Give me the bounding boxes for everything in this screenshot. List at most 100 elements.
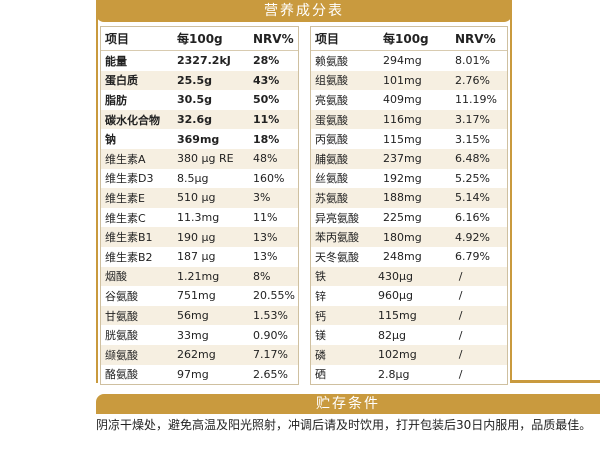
nutrient-nrv: 8.01% (455, 54, 490, 68)
nutrient-nrv: 13% (253, 250, 278, 264)
table-header: 项目 每100g NRV% (101, 27, 298, 51)
nutrient-amount: 2327.2kJ (177, 54, 231, 68)
nutrient-name: 维生素C (105, 211, 146, 225)
table-title: 营养成分表 (96, 0, 512, 22)
table-row: 组氨酸 101mg 2.76% (311, 70, 507, 91)
nutrient-nrv: 5.14% (455, 191, 490, 205)
header-per100g: 每100g (383, 32, 429, 46)
nutrient-name: 异亮氨酸 (315, 211, 359, 225)
nutrient-nrv: / (458, 348, 463, 362)
nutrient-name: 赖氨酸 (315, 54, 348, 68)
table-row: 蛋氨酸 116mg 3.17% (311, 109, 507, 130)
table-row: 铁 430μg / (311, 266, 507, 287)
nutrient-amount: 25.5g (177, 73, 213, 87)
frame-right-border (510, 0, 512, 383)
table-row: 钠 369mg 18% (101, 129, 298, 149)
nutrient-nrv: 43% (253, 73, 280, 87)
table-row: 镁 82μg / (311, 325, 507, 345)
nutrient-nrv: 1.53% (253, 309, 288, 323)
nutrient-name: 苯丙氨酸 (315, 231, 359, 245)
nutrient-nrv: 160% (253, 171, 285, 185)
table-row: 异亮氨酸 225mg 6.16% (311, 208, 507, 228)
nutrient-nrv: 6.16% (455, 211, 490, 225)
nutrient-nrv: 28% (253, 54, 280, 68)
nutrient-nrv: 50% (253, 93, 280, 107)
table-row: 烟酸 1.21mg 8% (101, 266, 298, 287)
nutrient-name: 蛋白质 (105, 74, 138, 88)
right-nutrition-table: 项目 每100g NRV% 赖氨酸 294mg 8.01% 组氨酸 101mg 2.76%… (310, 26, 508, 386)
frame-left-border (96, 0, 98, 383)
nutrient-name: 丝氨酸 (315, 172, 348, 186)
nutrient-nrv: 7.17% (253, 348, 288, 362)
nutrient-amount: 115mg (378, 309, 417, 323)
nutrient-name: 能量 (105, 54, 127, 68)
nutrient-name: 锌 (315, 289, 326, 303)
nutrient-name: 亮氨酸 (315, 93, 348, 107)
nutrient-nrv: 48% (253, 152, 278, 166)
nutrient-amount: 192mg (383, 171, 422, 185)
nutrient-name: 胱氨酸 (105, 329, 138, 343)
nutrient-amount: 225mg (383, 211, 422, 225)
nutrient-nrv: 11.19% (455, 93, 497, 107)
nutrient-amount: 102mg (378, 348, 417, 362)
table-row: 胱氨酸 33mg 0.90% (101, 325, 298, 345)
nutrient-name: 钠 (105, 133, 116, 147)
nutrient-name: 甘氨酸 (105, 309, 138, 323)
nutrient-name: 脂肪 (105, 93, 127, 107)
nutrient-nrv: / (458, 289, 463, 303)
nutrient-name: 丙氨酸 (315, 133, 348, 147)
nutrient-name: 脯氨酸 (315, 152, 348, 166)
nutrient-amount: 510 μg (177, 191, 216, 205)
header-per100g: 每100g (177, 32, 223, 46)
nutrient-amount: 262mg (177, 348, 216, 362)
table-row: 苯丙氨酸 180mg 4.92% (311, 227, 507, 247)
nutrient-name: 硒 (315, 368, 326, 382)
table-row: 天冬氨酸 248mg 6.79% (311, 247, 507, 267)
nutrient-name: 碳水化合物 (105, 113, 160, 127)
nutrient-nrv: 20.55% (253, 289, 295, 303)
nutrient-amount: 32.6g (177, 113, 213, 127)
table-row: 脂肪 30.5g 50% (101, 90, 298, 110)
nutrient-name: 钙 (315, 309, 326, 323)
table-row: 维生素C 11.3mg 11% (101, 208, 298, 228)
nutrient-amount: 369mg (177, 132, 220, 146)
header-item: 项目 (315, 32, 340, 46)
nutrient-amount: 248mg (383, 250, 422, 264)
nutrient-nrv: 2.76% (455, 73, 490, 87)
nutrient-nrv: 8% (253, 269, 271, 283)
nutrient-amount: 30.5g (177, 93, 213, 107)
table-row: 磷 102mg / (311, 344, 507, 365)
nutrient-name: 缬氨酸 (105, 348, 138, 362)
nutrient-amount: 56mg (177, 309, 209, 323)
nutrient-amount: 294mg (383, 54, 422, 68)
nutrient-nrv: / (458, 367, 463, 381)
header-item: 项目 (105, 32, 130, 46)
nutrient-amount: 380 μg RE (177, 152, 234, 166)
nutrient-name: 苏氨酸 (315, 191, 348, 205)
nutrient-name: 维生素B1 (105, 231, 153, 245)
nutrient-amount: 430μg (378, 269, 414, 283)
table-row: 酪氨酸 97mg 2.65% (101, 365, 298, 385)
nutrient-name: 酪氨酸 (105, 368, 138, 382)
table-row: 维生素D3 8.5μg 160% (101, 169, 298, 189)
nutrient-amount: 8.5μg (177, 171, 209, 185)
table-row: 维生素A 380 μg RE 48% (101, 148, 298, 169)
table-row: 丙氨酸 115mg 3.15% (311, 129, 507, 149)
nutrient-name: 维生素D3 (105, 172, 154, 186)
nutrient-amount: 97mg (177, 367, 209, 381)
table-row: 甘氨酸 56mg 1.53% (101, 305, 298, 326)
nutrient-nrv: 3% (253, 191, 271, 205)
table-row: 谷氨酸 751mg 20.55% (101, 286, 298, 306)
table-row: 能量 2327.2kJ 28% (101, 51, 298, 71)
nutrient-nrv: 3.17% (455, 113, 490, 127)
nutrient-amount: 751mg (177, 289, 216, 303)
nutrient-amount: 190 μg (177, 230, 216, 244)
nutrient-nrv: 18% (253, 132, 280, 146)
nutrient-nrv: 13% (253, 230, 278, 244)
nutrient-nrv: 11% (253, 113, 280, 127)
table-row: 维生素E 510 μg 3% (101, 188, 298, 208)
table-row: 赖氨酸 294mg 8.01% (311, 51, 507, 71)
table-row: 硒 2.8μg / (311, 365, 507, 385)
nutrient-amount: 2.8μg (378, 367, 410, 381)
